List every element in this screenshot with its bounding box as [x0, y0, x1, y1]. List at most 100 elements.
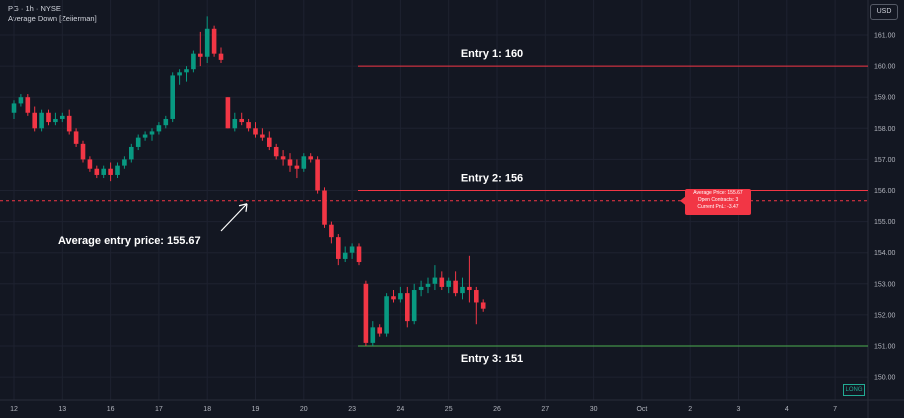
- candle-body: [108, 168, 113, 175]
- x-tick-label: 18: [203, 406, 211, 413]
- x-tick-label: 26: [493, 406, 501, 413]
- candle-body: [377, 327, 382, 334]
- candle-body: [122, 159, 127, 166]
- candle-body: [480, 302, 486, 309]
- candle-body: [411, 290, 417, 322]
- y-tick-label: 159.00: [874, 95, 896, 102]
- candle-body: [315, 159, 320, 191]
- x-tick-label: 4: [785, 406, 789, 413]
- candle-body: [425, 283, 431, 287]
- x-tick-label: 25: [445, 406, 453, 413]
- candle-body: [184, 69, 189, 73]
- x-tick-label: 17: [155, 406, 163, 413]
- candle-body: [211, 28, 217, 54]
- x-tick-label: 23: [348, 406, 356, 413]
- y-tick-label: 153.00: [874, 281, 896, 288]
- candle-body: [474, 290, 479, 303]
- candle-body: [232, 118, 238, 129]
- candle-body: [204, 28, 210, 57]
- pnl-summary-box: Average Price: 155.67 Open Contracts: 3 …: [685, 189, 751, 215]
- y-tick-label: 152.00: [874, 312, 896, 319]
- x-tick-label: 24: [397, 406, 405, 413]
- candle-body: [11, 103, 17, 113]
- candle-body: [398, 293, 403, 300]
- candle-body: [198, 53, 203, 57]
- candle-body: [273, 146, 279, 157]
- candle-body: [260, 134, 265, 138]
- candle-body: [191, 53, 196, 70]
- y-tick-label: 157.00: [874, 157, 896, 164]
- candle-body: [25, 97, 31, 113]
- candle-body: [87, 159, 93, 169]
- candle-body: [73, 131, 79, 144]
- candle-body: [142, 134, 148, 138]
- candle-body: [101, 168, 106, 175]
- entry-label: Entry 1: 160: [461, 48, 523, 60]
- candle-body: [342, 252, 348, 259]
- candle-body: [370, 327, 376, 343]
- symbol-header: PG · 1h · NYSE: [8, 4, 61, 13]
- candle-body: [170, 75, 175, 119]
- y-tick-label: 160.00: [874, 64, 896, 71]
- candle-body: [329, 224, 334, 238]
- x-tick-label: 12: [10, 406, 18, 413]
- x-tick-label: 16: [107, 406, 115, 413]
- average-arrow: [220, 203, 248, 232]
- candle-body: [308, 156, 313, 160]
- candle-body: [53, 118, 58, 123]
- average-entry-label: Average entry price: 155.67: [58, 235, 201, 247]
- x-tick-label: 30: [590, 406, 598, 413]
- candle-body: [218, 53, 224, 60]
- candle-body: [135, 137, 141, 147]
- candle-body: [280, 156, 286, 160]
- candle-body: [405, 293, 410, 322]
- candle-body: [467, 286, 472, 291]
- candle-body: [418, 286, 424, 291]
- candle-body: [163, 118, 169, 126]
- candle-body: [18, 97, 24, 104]
- candle-body: [453, 280, 458, 294]
- candle-body: [267, 137, 272, 147]
- pnl-current: Current PnL: -3.47: [697, 204, 739, 210]
- candle-body: [322, 190, 327, 225]
- candle-body: [446, 280, 451, 287]
- y-tick-label: 151.00: [874, 344, 896, 351]
- candle-body: [301, 156, 307, 169]
- candle-body: [46, 112, 51, 123]
- x-tick-label: 13: [58, 406, 66, 413]
- average-arrow-head: [238, 203, 248, 212]
- entry-label: Entry 2: 156: [461, 173, 523, 185]
- entry-label: Entry 3: 151: [461, 353, 523, 365]
- x-tick-label: 20: [300, 406, 308, 413]
- candle-body: [177, 72, 182, 76]
- candle-body: [149, 131, 155, 135]
- candle-body: [460, 286, 465, 294]
- candle-body: [356, 246, 362, 263]
- currency-button[interactable]: USD: [870, 4, 898, 20]
- y-tick-label: 156.00: [874, 188, 896, 195]
- candle-body: [439, 277, 445, 287]
- y-tick-label: 158.00: [874, 126, 896, 133]
- candle-body: [225, 97, 231, 129]
- candle-body: [239, 118, 244, 123]
- candle-body: [129, 146, 134, 160]
- candle-body: [32, 112, 37, 129]
- x-tick-label: 27: [541, 406, 549, 413]
- candle-body: [253, 128, 258, 135]
- candle-body: [391, 296, 396, 300]
- indicator-name: Average Down [Zeiierman]: [8, 14, 97, 23]
- x-tick-label: Oct: [636, 406, 647, 413]
- x-tick-label: 19: [252, 406, 260, 413]
- y-tick-label: 161.00: [874, 33, 896, 40]
- candle-body: [80, 143, 86, 160]
- candle-body: [60, 115, 65, 119]
- candle-body: [246, 122, 251, 129]
- candle-body: [294, 165, 300, 169]
- candle-body: [349, 246, 355, 253]
- candle-body: [287, 159, 293, 166]
- candle-body: [336, 237, 341, 259]
- candle-body: [39, 112, 44, 129]
- candle-body: [94, 168, 100, 175]
- candle-body: [115, 165, 120, 175]
